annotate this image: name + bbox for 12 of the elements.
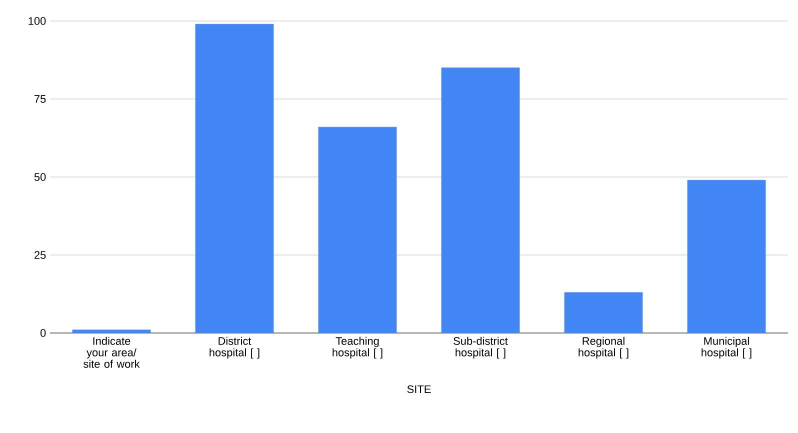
y-tick-label: 0 <box>40 329 46 337</box>
x-tick-label: Indicate your area/ site of work <box>83 336 140 368</box>
y-tick-label: 75 <box>34 95 46 103</box>
y-tick-label: 25 <box>34 251 46 259</box>
x-tick-label: Teaching hospital [ ] <box>332 336 382 359</box>
y-tick-label: 50 <box>34 173 46 181</box>
x-tick-label: Sub-district hospital [ ] <box>454 336 508 359</box>
x-axis-title: SITE <box>407 385 431 394</box>
x-tick-label: Municipal hospital [ ] <box>702 336 752 359</box>
y-tick-label: 100 <box>28 17 46 25</box>
x-tick-label: District hospital [ ] <box>210 336 260 359</box>
x-tick-label: Regional hospital [ ] <box>578 336 628 359</box>
